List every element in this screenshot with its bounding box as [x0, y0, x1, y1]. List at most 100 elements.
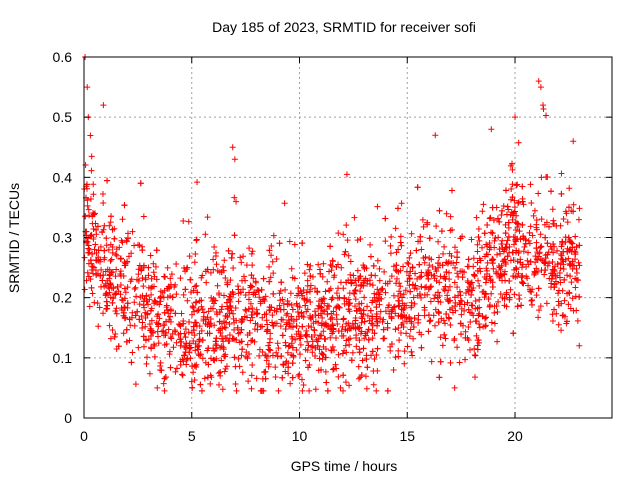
data-point [388, 341, 395, 348]
data-point [482, 322, 489, 329]
data-point [541, 221, 548, 228]
data-point [164, 285, 171, 292]
data-point [276, 240, 283, 247]
data-point [294, 309, 301, 316]
data-point [425, 275, 432, 282]
data-point [401, 314, 408, 321]
data-point [388, 233, 395, 240]
data-point [428, 358, 435, 365]
data-point [261, 311, 268, 318]
data-point [425, 312, 432, 319]
data-point [229, 250, 236, 257]
data-point [525, 237, 532, 244]
data-point [121, 259, 128, 266]
data-point [558, 190, 565, 197]
data-point [95, 247, 102, 254]
data-point [407, 326, 414, 333]
data-point [251, 338, 258, 345]
data-point [126, 337, 133, 344]
data-point [501, 246, 508, 253]
data-point [439, 262, 446, 269]
data-point [541, 258, 548, 265]
data-point [131, 242, 138, 249]
data-point [146, 370, 153, 377]
data-point [570, 208, 577, 215]
data-point [504, 203, 511, 210]
data-point [95, 323, 102, 330]
data-point [435, 238, 442, 245]
data-point [307, 273, 314, 280]
data-point [333, 264, 340, 271]
data-point [229, 289, 236, 296]
data-point [322, 368, 329, 375]
data-point [163, 340, 170, 347]
data-point [120, 330, 127, 337]
data-point [357, 330, 364, 337]
data-point [238, 352, 245, 359]
data-point [447, 306, 454, 313]
data-point [375, 290, 382, 297]
data-point [100, 226, 107, 233]
data-point [204, 214, 211, 221]
data-point [108, 213, 115, 220]
data-point [416, 290, 423, 297]
data-point [230, 265, 237, 272]
data-point [470, 271, 477, 278]
data-point [202, 231, 209, 238]
data-point [365, 336, 372, 343]
data-point [256, 352, 263, 359]
data-point [537, 244, 544, 251]
data-point [99, 191, 106, 198]
data-point [533, 265, 540, 272]
data-point [309, 273, 316, 280]
data-point [374, 367, 381, 374]
data-point [343, 171, 350, 178]
data-point [515, 139, 522, 146]
data-point [268, 243, 275, 250]
data-point [254, 326, 261, 333]
data-point [364, 364, 371, 371]
data-point [192, 251, 199, 258]
data-point [535, 314, 542, 321]
data-point [376, 277, 383, 284]
x-tick-label: 10 [292, 428, 308, 444]
data-point [320, 351, 327, 358]
data-point [145, 301, 152, 308]
data-point [417, 233, 424, 240]
data-point [397, 329, 404, 336]
data-point [437, 299, 444, 306]
data-point [109, 299, 116, 306]
data-point [454, 249, 461, 256]
data-point [147, 307, 154, 314]
data-point [275, 387, 282, 394]
data-point [329, 321, 336, 328]
data-point [435, 308, 442, 315]
data-point [136, 242, 143, 249]
data-point [392, 266, 399, 273]
data-point [244, 355, 251, 362]
data-point [371, 330, 378, 337]
data-point [327, 243, 334, 250]
data-point [139, 319, 146, 326]
data-point [86, 249, 93, 256]
data-point [238, 326, 245, 333]
data-point [162, 318, 169, 325]
data-point [84, 269, 91, 276]
data-point [355, 363, 362, 370]
data-point [575, 216, 582, 223]
data-point [296, 335, 303, 342]
data-point [412, 282, 419, 289]
data-point [513, 182, 520, 189]
data-point [263, 317, 270, 324]
data-point [341, 251, 348, 258]
data-point [316, 355, 323, 362]
data-point [305, 322, 312, 329]
data-point [147, 252, 154, 259]
data-point [279, 332, 286, 339]
data-point [231, 354, 238, 361]
y-tick-label: 0.3 [53, 230, 73, 246]
data-point [161, 375, 168, 382]
data-point [305, 342, 312, 349]
data-point [170, 344, 177, 351]
data-point [474, 305, 481, 312]
